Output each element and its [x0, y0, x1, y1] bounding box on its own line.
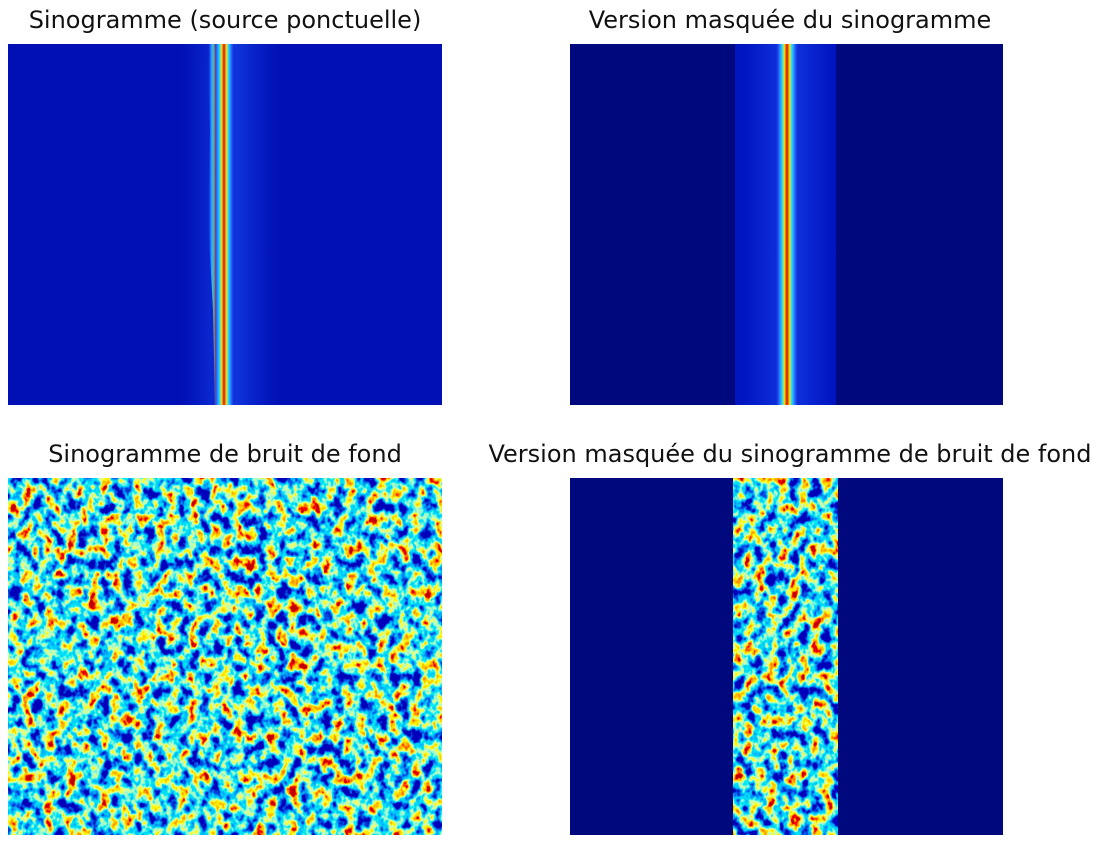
panel-title: Version masquée du sinogramme: [589, 6, 992, 34]
panel-title: Version masquée du sinogramme de bruit d…: [488, 440, 1091, 468]
panel-title: Sinogramme de bruit de fond: [48, 440, 402, 468]
panel-title: Sinogramme (source ponctuelle): [29, 6, 422, 34]
masked-sinogram-image: [570, 44, 1003, 405]
sinogram-image: [8, 44, 442, 405]
masked-noise-sinogram-image: [570, 478, 1003, 835]
noise-sinogram-image: [8, 478, 442, 835]
